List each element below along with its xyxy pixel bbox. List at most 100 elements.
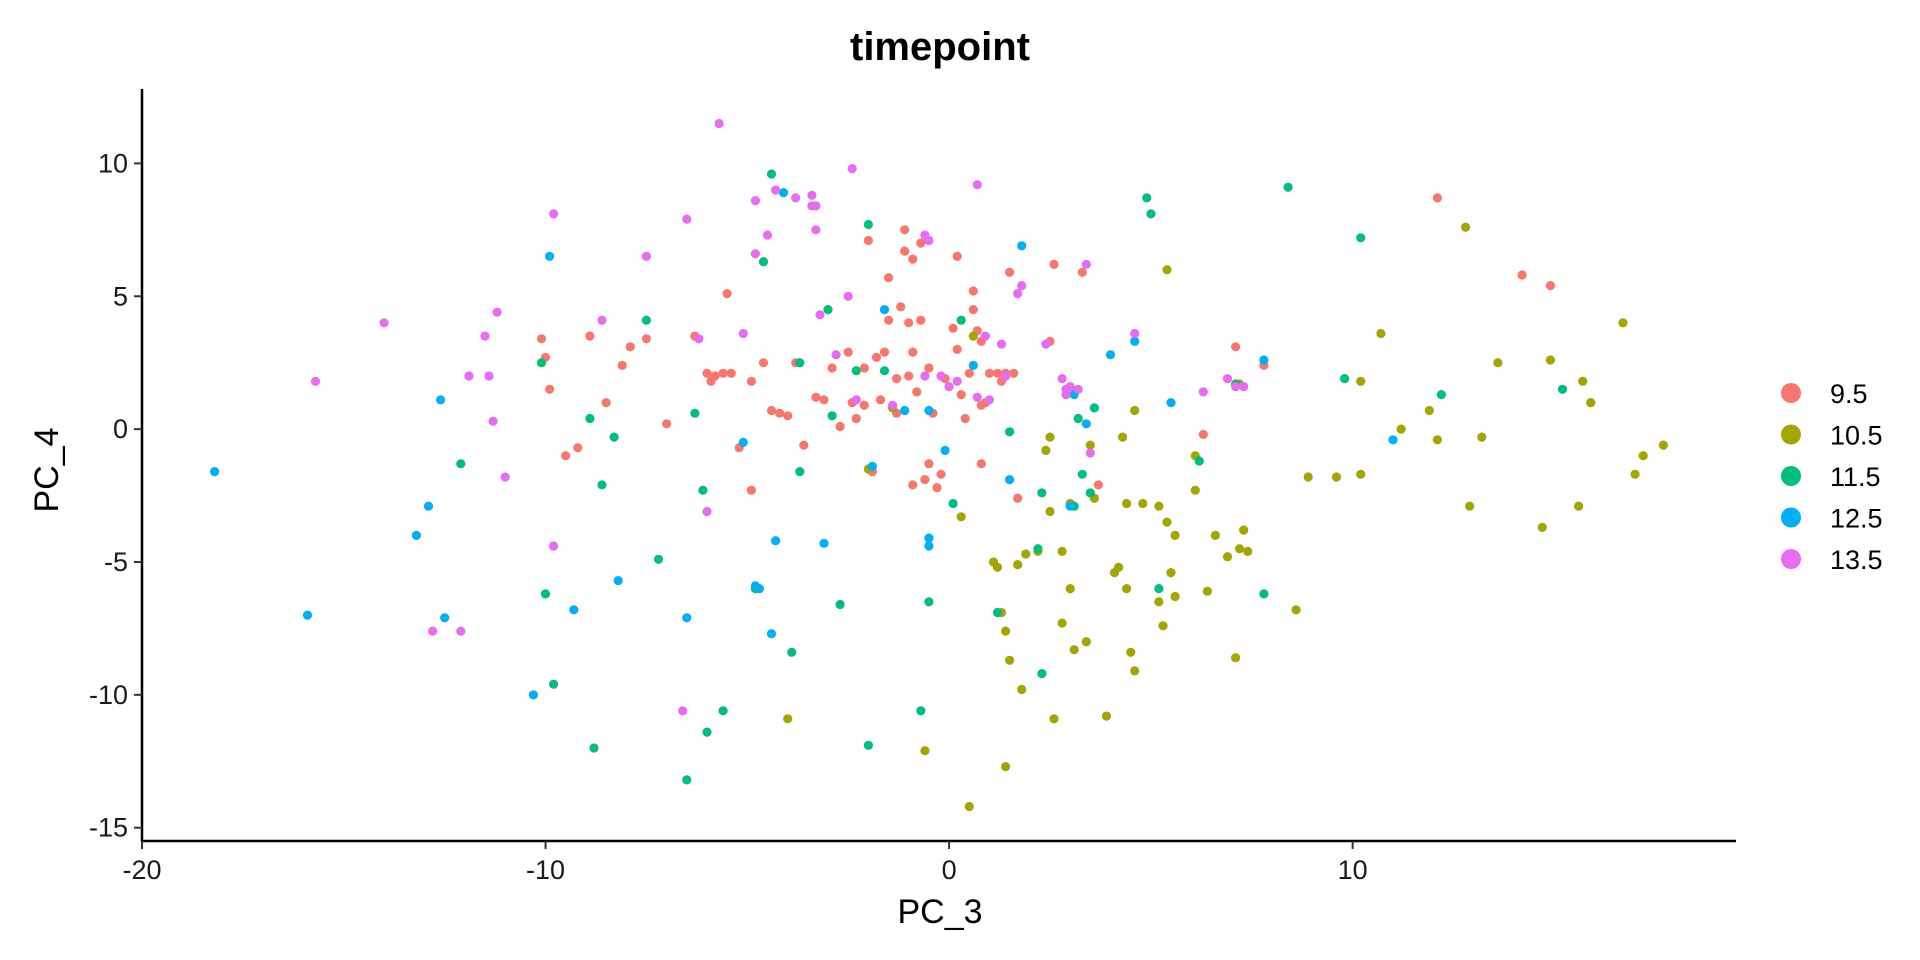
data-point [1154, 597, 1164, 607]
data-point [1081, 259, 1091, 269]
data-point [871, 352, 882, 362]
data-point [1033, 544, 1043, 554]
data-point [859, 400, 869, 410]
data-point [488, 416, 498, 426]
data-point [585, 413, 595, 424]
legend-label: 13.5 [1830, 545, 1883, 575]
data-point [1291, 605, 1301, 615]
data-point [746, 376, 757, 386]
data-point [1114, 562, 1124, 572]
data-point [682, 775, 692, 785]
data-point [892, 374, 902, 384]
data-point [875, 395, 886, 405]
data-point [779, 188, 789, 198]
data-point [823, 305, 833, 315]
data-point [1130, 405, 1140, 416]
data-point [1170, 591, 1180, 602]
data-point [766, 405, 777, 416]
data-point [847, 164, 857, 174]
chart-title: timepoint [850, 25, 1030, 69]
data-point [698, 485, 708, 495]
data-point [863, 740, 874, 750]
data-point [1235, 544, 1245, 554]
legend-key [1781, 383, 1801, 403]
data-point [682, 214, 692, 224]
data-point [1017, 241, 1027, 251]
data-point [1376, 328, 1386, 339]
data-point [1210, 530, 1220, 541]
data-point [710, 371, 720, 381]
data-point [968, 360, 978, 370]
data-point [601, 398, 611, 408]
data-point [879, 305, 890, 315]
data-point [1545, 281, 1555, 291]
data-point [827, 411, 837, 421]
data-point [766, 629, 777, 639]
data-point [597, 315, 607, 325]
data-point [1077, 267, 1087, 277]
data-point [1013, 493, 1023, 503]
data-point [1239, 382, 1249, 392]
data-point [944, 382, 954, 392]
data-point [540, 589, 551, 599]
data-point [972, 392, 982, 402]
data-point [1130, 336, 1140, 346]
data-point [1166, 568, 1176, 578]
data-point [843, 291, 853, 301]
data-point [819, 395, 829, 405]
data-point [423, 501, 434, 511]
data-point [561, 451, 571, 461]
data-point [1065, 501, 1075, 511]
data-point [1021, 549, 1031, 559]
data-point [1545, 355, 1555, 365]
data-point [924, 235, 934, 246]
data-point [1146, 209, 1156, 219]
data-point [1057, 546, 1067, 557]
data-point [722, 289, 732, 299]
data-point [456, 626, 466, 636]
data-point [908, 480, 918, 490]
data-point [1005, 427, 1015, 437]
data-point [758, 358, 769, 368]
data-point [569, 605, 579, 615]
data-point [783, 714, 793, 724]
data-point [492, 307, 502, 317]
data-point [904, 371, 914, 381]
data-point [956, 315, 966, 325]
data-point [1073, 384, 1083, 394]
data-point [799, 440, 809, 450]
data-point [1045, 432, 1055, 442]
data-point [714, 118, 724, 129]
data-point [879, 366, 890, 376]
legend-label: 9.5 [1830, 379, 1868, 409]
data-point [1356, 233, 1366, 243]
data-point [662, 419, 672, 429]
data-point [952, 376, 962, 386]
data-point [1356, 376, 1366, 386]
data-point [912, 387, 922, 397]
data-point [924, 533, 934, 543]
data-point [900, 405, 910, 416]
data-point [956, 512, 966, 522]
data-point [1057, 374, 1067, 384]
data-point [302, 610, 313, 620]
data-point [436, 395, 446, 405]
data-point [500, 472, 510, 482]
y-tick-label: -5 [104, 547, 128, 577]
series-9-5 [536, 193, 1555, 503]
data-point [936, 469, 946, 479]
x-tick-label: 0 [942, 855, 957, 885]
data-point [1118, 432, 1128, 442]
data-point [859, 363, 869, 373]
data-point [310, 376, 321, 386]
data-point [992, 368, 1003, 378]
data-point [1122, 498, 1132, 509]
data-point [1013, 560, 1023, 570]
data-point [771, 185, 781, 195]
data-point [440, 613, 450, 623]
data-point [411, 530, 421, 541]
data-point [851, 413, 861, 424]
legend-key [1781, 507, 1801, 528]
legend-key [1781, 424, 1801, 445]
data-point [924, 541, 934, 551]
